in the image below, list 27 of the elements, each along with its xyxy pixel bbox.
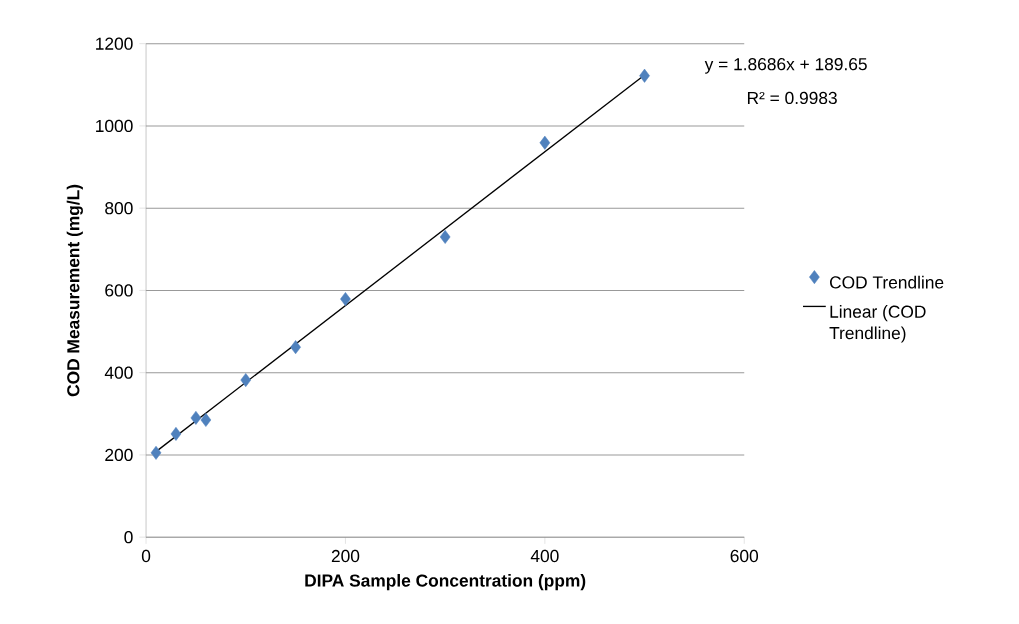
legend-label: Linear (COD Trendline) (829, 305, 926, 343)
point (170, 426, 182, 441)
point (539, 135, 551, 150)
x-tick-label: 400 (530, 549, 559, 563)
y-tick-label: 800 (105, 201, 133, 215)
x-tick-label: 600 (730, 549, 759, 563)
legend-label: COD Trendline (829, 275, 944, 289)
point (290, 340, 301, 355)
annotation: y = 1.8686x + 189.65 (704, 57, 867, 74)
x-tick-label: 200 (331, 549, 360, 563)
y-tick-label: 400 (104, 366, 133, 379)
point (200, 412, 212, 427)
y-tick-label: 200 (105, 448, 133, 461)
x-tick-label: 0 (141, 549, 151, 563)
y-tick-label: 1000 (96, 119, 133, 132)
point (340, 292, 351, 306)
x-axis-title: DIPA Sample Concentration (ppm) (305, 573, 586, 591)
point (240, 373, 252, 387)
point (439, 229, 451, 244)
point (639, 68, 650, 83)
y-tick-label: 1200 (96, 37, 133, 50)
point (190, 410, 202, 425)
text: R² = 0.9983 (747, 91, 837, 104)
y-tick-label: 0 (124, 530, 133, 544)
point (150, 445, 162, 460)
y-axis-title: COD Measurement (mg/L) (66, 184, 83, 397)
y-tick-label: 600 (105, 284, 133, 297)
